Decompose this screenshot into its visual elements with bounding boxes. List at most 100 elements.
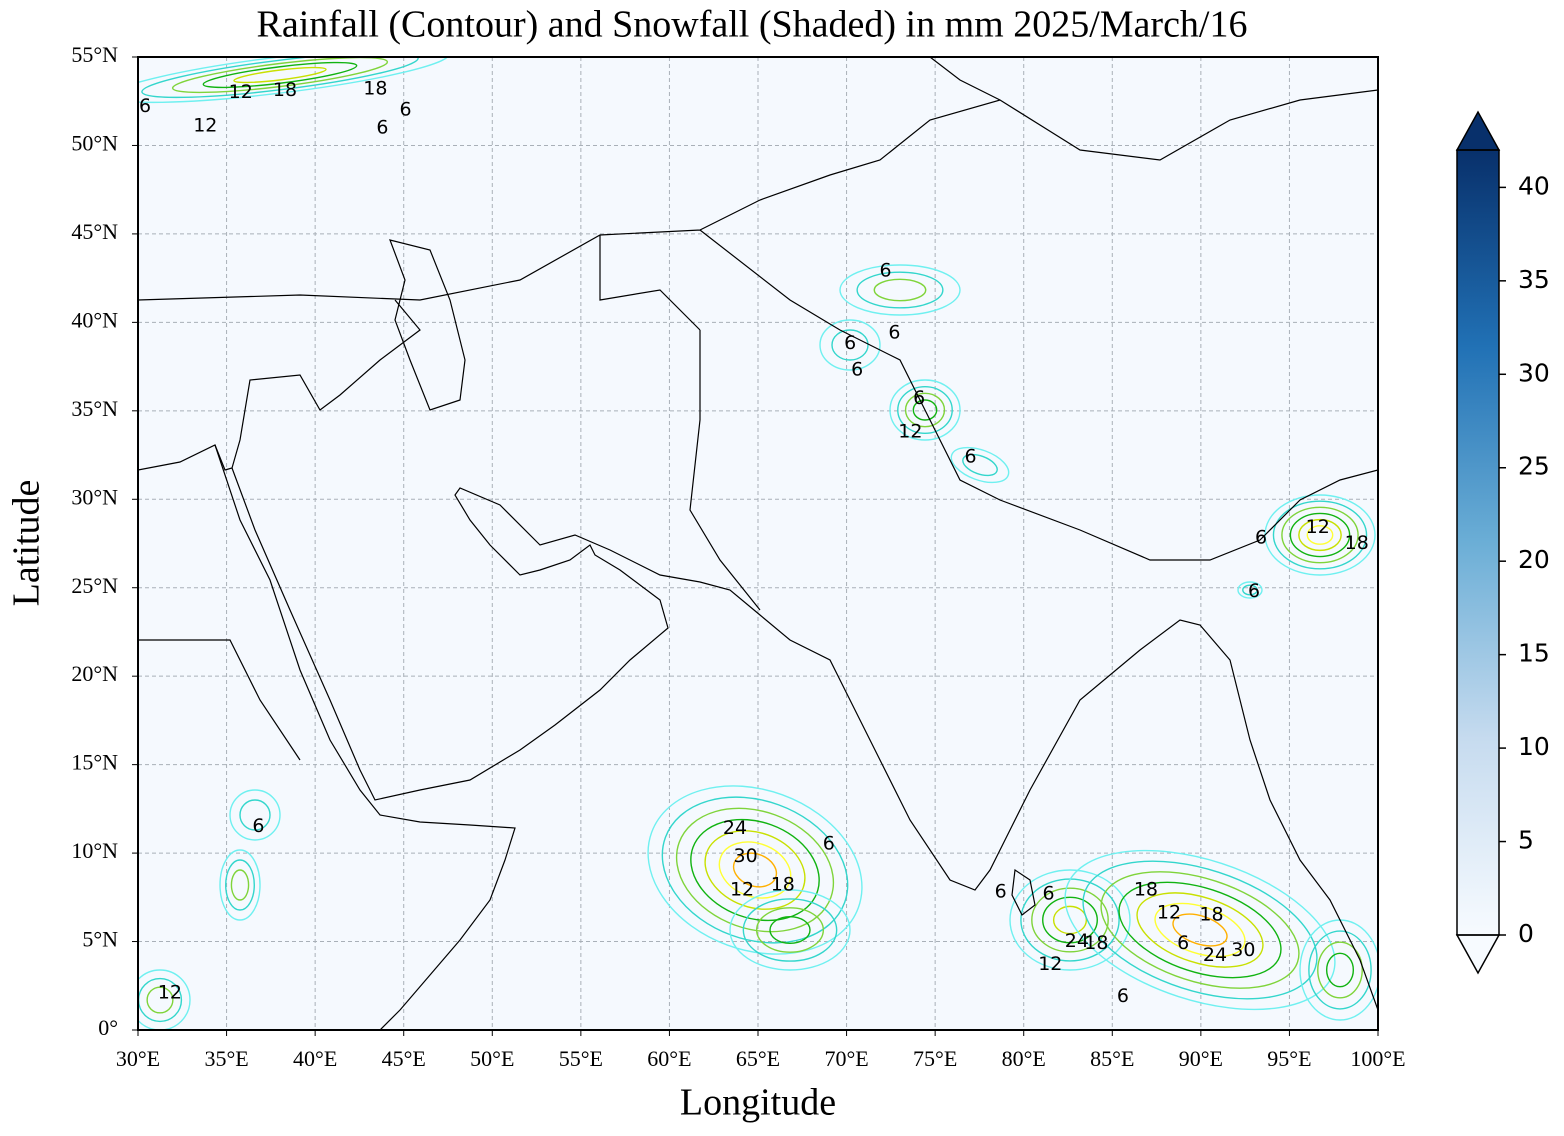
contour-line [1237, 581, 1263, 599]
contour-line [1118, 881, 1282, 979]
contour-line [225, 859, 255, 911]
x-tick-label: 40°E [293, 1046, 337, 1071]
contour-label: 30 [1231, 939, 1255, 961]
x-tick-label: 75°E [913, 1046, 957, 1071]
contour-line [1082, 860, 1318, 1000]
coastline [231, 467, 1378, 1011]
contour-label: 6 [965, 445, 977, 467]
coastline [214, 444, 516, 1030]
contour-line [742, 898, 838, 962]
contour-label: 6 [851, 359, 863, 381]
coastline [389, 239, 466, 411]
contour-label: 6 [1117, 985, 1129, 1007]
rainfall-contours [138, 57, 1378, 1030]
contour-label: 12 [1306, 516, 1330, 538]
contour-line [897, 385, 953, 435]
contour-line [1042, 896, 1098, 944]
contour-line [239, 799, 271, 831]
y-tick-label: 30°N [71, 484, 118, 509]
contour-line [230, 869, 250, 901]
contour-label: 6 [1248, 580, 1260, 602]
contour-line [138, 969, 191, 1030]
contour-label: 12 [1157, 902, 1181, 924]
contour-line [1136, 892, 1264, 968]
x-tick-label: 95°E [1267, 1046, 1311, 1071]
contour-line [661, 796, 849, 944]
y-tick-label: 35°N [71, 396, 118, 421]
colorbar-frame [1456, 149, 1500, 936]
contour-label: 18 [1134, 879, 1158, 901]
contour-line [202, 61, 358, 89]
contour-label: 24 [1203, 944, 1227, 966]
y-tick-label: 45°N [71, 219, 118, 244]
y-axis-label: Latitude [6, 480, 48, 607]
x-tick-label: 100°E [1350, 1046, 1405, 1071]
contour-line [1325, 952, 1355, 988]
contour-line [1031, 887, 1109, 953]
colorbar-tick-label: 10 [1518, 732, 1550, 761]
colorbar-tick-label: 25 [1518, 452, 1550, 481]
contour-line [675, 807, 835, 933]
y-tick-label: 50°N [71, 131, 118, 156]
contour-line [950, 446, 1010, 484]
x-axis-label: Longitude [680, 1082, 836, 1124]
colorbar-tick-label: 40 [1518, 171, 1550, 200]
y-tick-label: 25°N [71, 573, 118, 598]
contour-line [1242, 584, 1258, 596]
contour-label: 6 [888, 321, 900, 343]
y-tick-label: 0° [98, 1015, 118, 1040]
contour-label: 18 [273, 79, 297, 101]
contour-label: 12 [158, 981, 182, 1003]
x-tick-label: 30°E [116, 1046, 160, 1071]
border [138, 57, 1378, 761]
contour-line [831, 329, 869, 361]
colorbar-tick-label: 0 [1518, 919, 1534, 948]
x-tick-label: 60°E [647, 1046, 691, 1071]
contour-line [1272, 500, 1368, 570]
contour-label: 6 [376, 116, 388, 138]
contour-label: 6 [139, 95, 151, 117]
contour-line [769, 915, 811, 945]
contour-label: 6 [1177, 932, 1189, 954]
colorbar-gradient [1457, 150, 1499, 935]
contour-line [856, 271, 944, 309]
contour-label: 12 [1038, 953, 1062, 975]
contour-line [819, 319, 881, 371]
colorbar-tick-label: 20 [1518, 545, 1550, 574]
contour-line [962, 453, 998, 477]
coastline [1011, 868, 1036, 916]
coastlines [138, 57, 1378, 1030]
y-tick-label: 10°N [71, 838, 118, 863]
colorbar-tick-label: 5 [1518, 826, 1534, 855]
colorbar: 0 5 10 15 20 25 30 35 40 [1455, 110, 1550, 975]
contour-label: 12 [898, 421, 922, 443]
x-tick-label: 35°E [204, 1046, 248, 1071]
contour-line [729, 889, 851, 971]
contour-line [233, 66, 327, 84]
contour-line [1306, 525, 1334, 545]
colorbar-tick-label: 15 [1518, 639, 1550, 668]
contour-line [1289, 512, 1351, 558]
contour-label: 18 [771, 873, 795, 895]
contour-label: 6 [1042, 882, 1054, 904]
contour-line [1154, 902, 1246, 958]
contour-line [1064, 849, 1336, 1011]
contour-label: 6 [913, 387, 925, 409]
y-tick-label: 15°N [71, 750, 118, 775]
contour-label: 18 [1084, 932, 1108, 954]
contour-label: 6 [399, 99, 411, 121]
contour-label: 24 [1065, 930, 1089, 952]
contour-line [146, 986, 174, 1014]
contour-label: 6 [879, 260, 891, 282]
contour-label: 6 [823, 833, 835, 855]
contour-line [141, 57, 419, 99]
colorbar-tick-label: 30 [1518, 358, 1550, 387]
x-tick-label: 65°E [736, 1046, 780, 1071]
colorbar-extend-min [1455, 934, 1501, 975]
x-tick-label: 85°E [1090, 1046, 1134, 1071]
contour-line [912, 399, 938, 421]
x-tick-label: 50°E [470, 1046, 514, 1071]
contour-line [1317, 941, 1363, 999]
